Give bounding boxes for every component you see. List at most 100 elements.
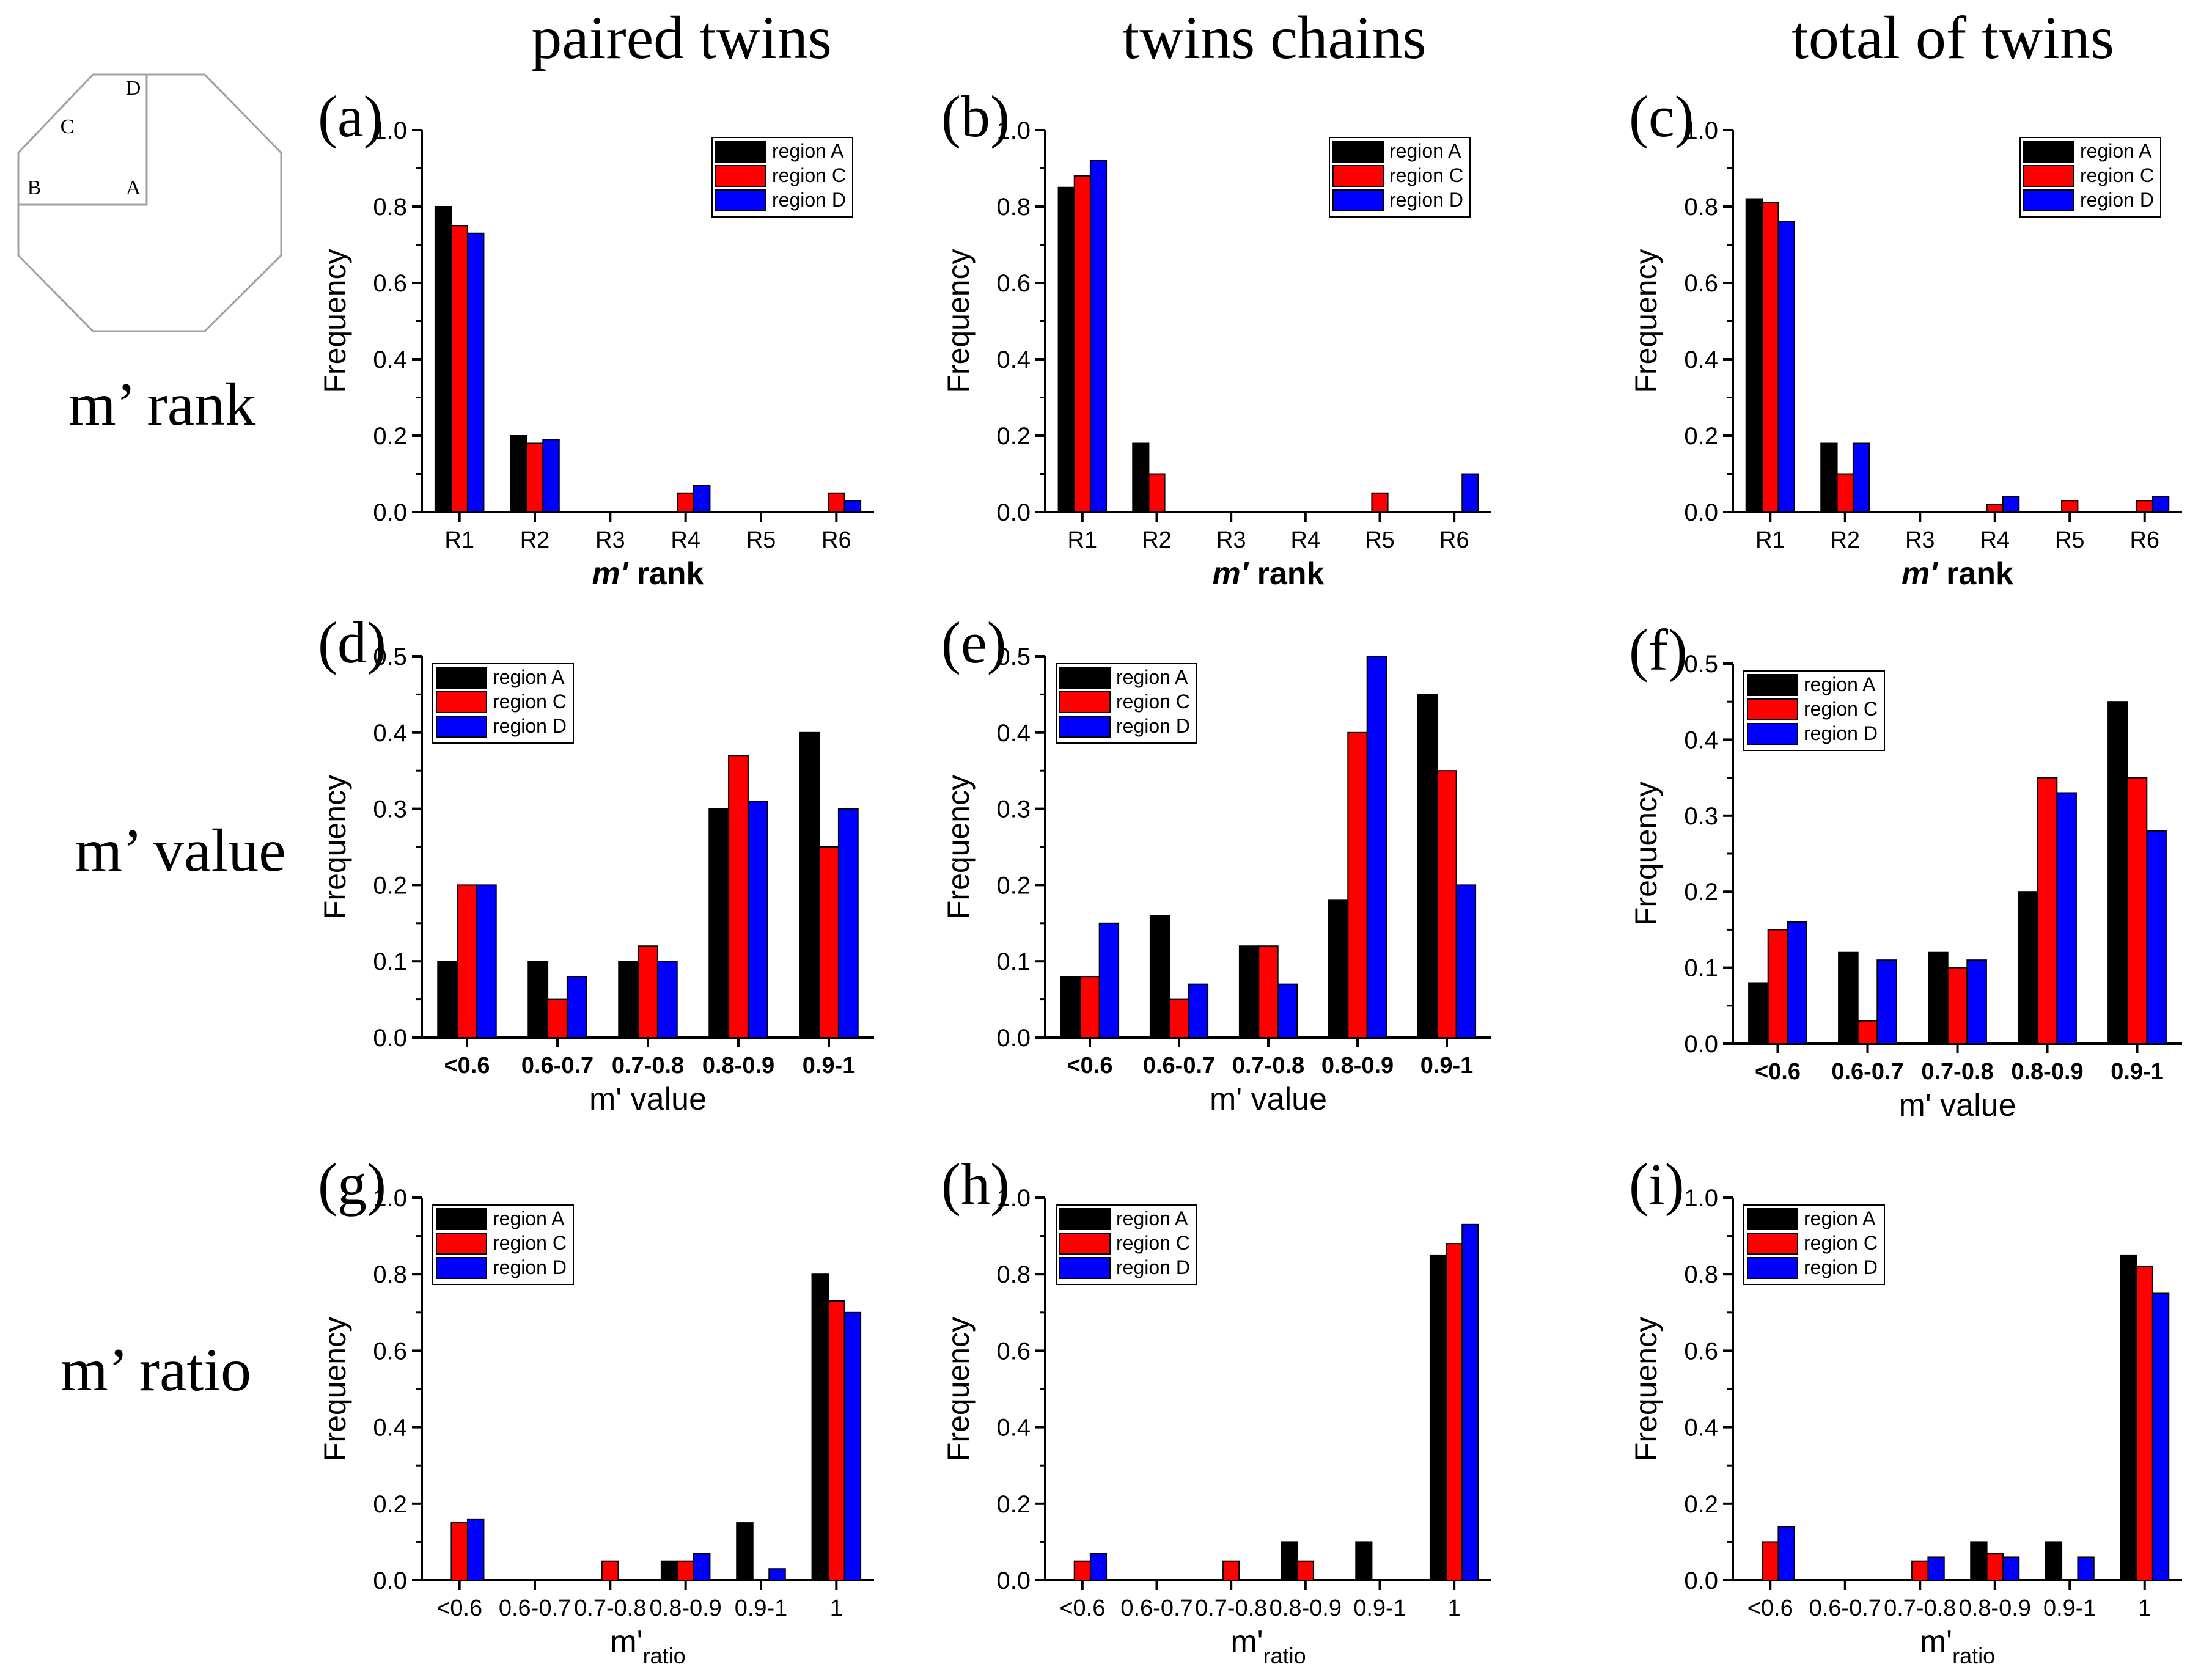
bar-region-c [1169, 998, 1189, 1038]
y-tick-label: 0.0 [1684, 499, 1718, 526]
legend-label: region C [493, 691, 567, 713]
legend-swatch [1332, 141, 1384, 163]
bar-region-a [1149, 915, 1170, 1038]
legend-swatch [2023, 165, 2074, 187]
x-tick-label: 0.6-0.7 [521, 1053, 593, 1079]
bar-region-c [1986, 504, 2004, 513]
panel-e: (e) 0.0 0.1 0.2 0.3 0.4 0.5 Frequency <0.6 0.6-0.… [941, 610, 1491, 1117]
legend-swatch [1059, 1208, 1111, 1230]
y-tick-label: 0.6 [373, 1338, 407, 1365]
column-title-paired-twins: paired twins [531, 4, 832, 71]
panel-label-b: (b) [941, 84, 1010, 149]
bar-region-c [1762, 202, 1779, 513]
y-tick-label: 0.4 [996, 346, 1031, 373]
octagon-outline [17, 73, 282, 332]
panel-a: (a) 0.0 0.2 0.4 0.6 0.8 1.0 Frequency R1 R2 R3 R4 R5… [318, 84, 874, 592]
bar-region-a [2120, 1254, 2137, 1581]
x-tick-label: R5 [1365, 527, 1395, 553]
legend-swatch [436, 716, 487, 738]
x-tick-label: 0.6-0.7 [1831, 1059, 1903, 1085]
x-tick-label: <0.6 [436, 1596, 482, 1621]
y-tick-label: 0.4 [373, 720, 407, 747]
legend-swatch [1059, 1257, 1111, 1279]
bar-region-a [736, 1522, 754, 1581]
bar-region-d [2056, 792, 2077, 1044]
y-axis-label: Frequency [1629, 1317, 1663, 1461]
y-tick-label: 0.2 [996, 1491, 1031, 1518]
bar-region-a [1355, 1541, 1373, 1581]
x-tick-label: 0.6-0.7 [1120, 1596, 1192, 1621]
legend-label: region D [1804, 722, 1878, 744]
x-tick-label: 0.7-0.8 [1884, 1596, 1956, 1621]
legend-label: region C [1804, 1232, 1878, 1254]
x-tick-label: R6 [1439, 527, 1469, 553]
bar-region-c [1986, 1553, 2004, 1581]
bar-region-c [728, 755, 749, 1038]
bar-region-a [434, 206, 452, 513]
bar-region-a [1328, 899, 1349, 1038]
x-tick-label: 0.7-0.8 [1232, 1053, 1304, 1079]
bar-region-d [466, 232, 485, 513]
y-tick-label: 0.6 [996, 1338, 1031, 1365]
panel-i: (i) 0.0 0.2 0.4 0.6 0.8 1.0 Frequency <0.6 0.6-0.… [1629, 1151, 2182, 1668]
y-tick-label: 0.0 [373, 1025, 407, 1052]
x-axis-label: m' rank [592, 556, 704, 592]
legend-label: region D [2080, 189, 2154, 211]
y-tick-label: 0.0 [996, 1567, 1031, 1594]
octagon-label-d: D [126, 77, 141, 100]
y-tick-label: 0.8 [996, 1261, 1031, 1288]
bar-region-a [708, 808, 730, 1038]
legend-swatch [1747, 1233, 1798, 1255]
legend-label: region D [1116, 715, 1190, 737]
bar-region-d [1188, 983, 1209, 1039]
legend-label: region C [2080, 164, 2154, 186]
y-tick-label: 0.3 [996, 796, 1031, 823]
panel-label-e: (e) [941, 610, 1007, 675]
x-axis-label: m'ratio [1920, 1624, 1995, 1668]
x-tick-label: 1 [830, 1596, 843, 1621]
legend-swatch [715, 189, 766, 211]
legend-swatch [2023, 141, 2074, 163]
x-tick-label: R4 [671, 527, 700, 553]
bar-region-a [1417, 694, 1438, 1038]
bar-region-d [1876, 959, 1897, 1045]
bar-region-c [1446, 1243, 1463, 1581]
y-tick-label: 0.8 [996, 194, 1031, 221]
panel-label-g: (g) [318, 1151, 386, 1217]
x-tick-label: 0.6-0.7 [499, 1596, 571, 1621]
legend-swatch [1747, 1257, 1798, 1279]
x-axis-label: m' rank [1902, 556, 2013, 592]
bar-region-d [1787, 921, 1807, 1044]
y-tick-label: 0.2 [373, 872, 407, 899]
bar-region-c [547, 998, 568, 1038]
x-tick-label: 0.8-0.9 [702, 1053, 774, 1079]
bar-region-d [476, 884, 497, 1039]
bar-region-c [818, 846, 839, 1038]
legend-label: region A [1804, 1207, 1876, 1229]
bar-region-c [1073, 175, 1091, 513]
legend-label: region D [493, 1256, 567, 1278]
x-tick-label: 1 [1448, 1596, 1461, 1621]
bar-region-c [1079, 976, 1100, 1039]
x-tick-label: <0.6 [1059, 1596, 1105, 1621]
legend-swatch [436, 667, 487, 689]
row-title-m-value: m’ value [75, 816, 285, 884]
bar-region-d [1461, 473, 1479, 513]
octagon-diagram: D C B A [17, 73, 282, 332]
x-tick-label: R1 [444, 527, 474, 553]
bar-region-a [2107, 701, 2128, 1044]
panel-label-a: (a) [318, 84, 383, 149]
x-tick-label: 0.7-0.8 [1921, 1059, 1993, 1085]
y-tick-label: 0.0 [373, 499, 407, 526]
bar-region-a [1820, 442, 1838, 513]
y-tick-label: 0.6 [1684, 270, 1718, 297]
bar-region-a [1970, 1541, 1988, 1581]
bar-region-c [1762, 1541, 1779, 1581]
y-axis-label: Frequency [941, 775, 976, 919]
y-tick-label: 0.4 [996, 1415, 1031, 1442]
bar-region-c [677, 492, 694, 513]
panel-label-f: (f) [1629, 617, 1688, 683]
x-axis-label: m'ratio [1230, 1624, 1306, 1668]
